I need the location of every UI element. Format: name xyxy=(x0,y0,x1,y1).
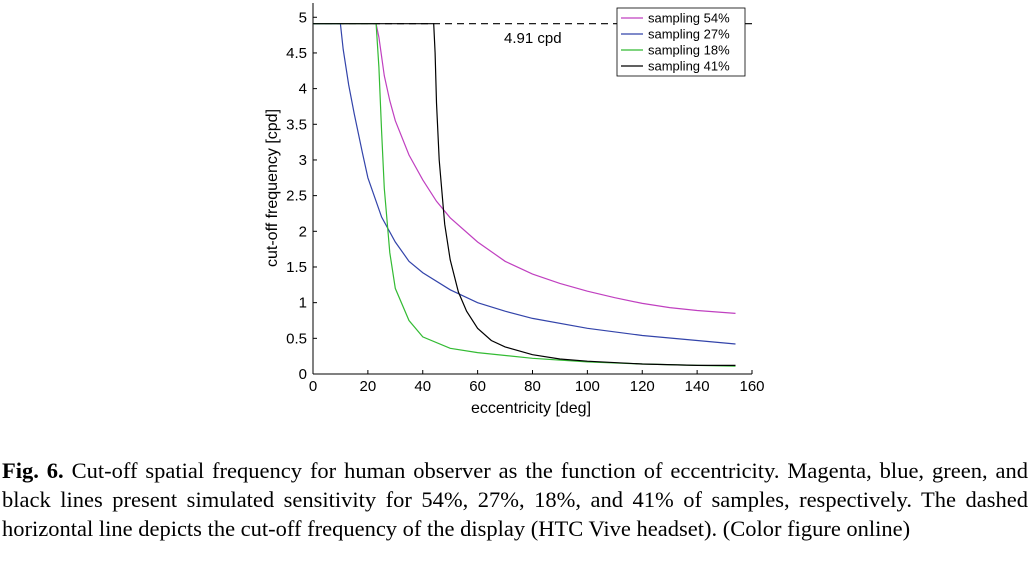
legend-label: sampling 54% xyxy=(648,11,730,26)
series-line-1 xyxy=(313,23,736,314)
x-tick-label: 140 xyxy=(685,378,710,395)
legend: sampling 54%sampling 27%sampling 18%samp… xyxy=(616,7,746,77)
y-tick-label: 2.5 xyxy=(286,188,307,205)
x-tick-label: 40 xyxy=(414,378,431,395)
x-tick-label: 80 xyxy=(524,378,541,395)
figure-caption: Fig. 6. Cut-off spatial frequency for hu… xyxy=(2,456,1028,543)
x-tick-label: 20 xyxy=(360,378,377,395)
y-tick-label: 0 xyxy=(299,366,307,383)
y-tick-label: 4 xyxy=(299,81,307,98)
legend-label: sampling 27% xyxy=(648,27,730,42)
x-tick-label: 120 xyxy=(630,378,655,395)
y-axis-label: cut-off frequency [cpd] xyxy=(264,109,281,267)
y-tick-label: 3.5 xyxy=(286,116,307,133)
figure: 0 20 40 60 80 100 120 140 160 0 0.5 1 1.5 2 2.5 3 3.5 4 4… xyxy=(264,3,765,417)
series-line-2 xyxy=(313,23,736,345)
x-tick-label: 100 xyxy=(575,378,600,395)
legend-label: sampling 18% xyxy=(648,43,730,58)
y-tick-label: 1.5 xyxy=(286,259,307,276)
x-axis: 0 20 40 60 80 100 120 140 160 xyxy=(309,370,765,395)
y-tick-label: 1 xyxy=(299,295,307,312)
caption-text: Cut-off spatial frequency for human obse… xyxy=(2,458,1028,541)
y-tick-label: 5 xyxy=(299,9,307,26)
caption-label: Fig. 6. xyxy=(2,458,64,483)
y-axis: 0 0.5 1 1.5 2 2.5 3 3.5 4 4.5 5 xyxy=(286,9,317,383)
x-tick-label: 0 xyxy=(309,378,317,395)
legend-box xyxy=(616,7,746,77)
reference-line-label: 4.91 cpd xyxy=(504,30,562,47)
x-tick-label: 60 xyxy=(469,378,486,395)
y-tick-label: 2 xyxy=(299,223,307,240)
line-chart: 0 20 40 60 80 100 120 140 160 0 0.5 1 1.5 2 2.5 3 3.5 4 4… xyxy=(264,3,765,417)
y-tick-label: 3 xyxy=(299,152,307,169)
y-tick-label: 0.5 xyxy=(286,330,307,347)
legend-label: sampling 41% xyxy=(648,59,730,74)
series-line-4 xyxy=(313,23,736,366)
x-tick-label: 160 xyxy=(739,378,764,395)
series-layer xyxy=(313,23,736,367)
y-tick-label: 4.5 xyxy=(286,45,307,62)
x-axis-label: eccentricity [deg] xyxy=(471,400,591,417)
